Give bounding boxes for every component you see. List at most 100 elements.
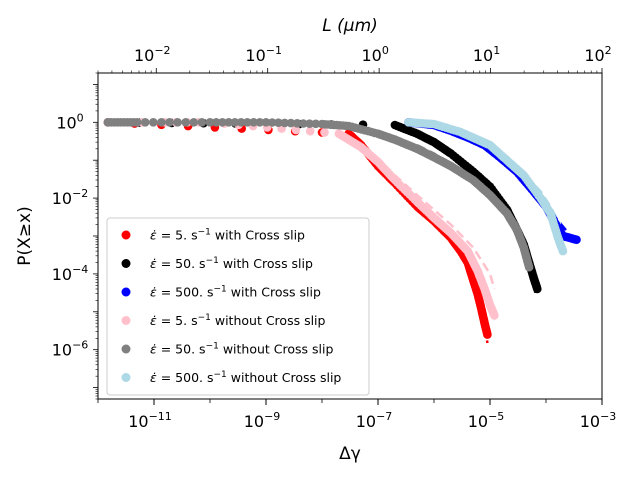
- y-tick-label-exp: −2: [72, 187, 88, 200]
- legend-marker: [121, 316, 131, 325]
- top-tick-label: 10−2: [134, 44, 171, 65]
- point-series-4: [149, 118, 158, 127]
- legend-symbol: ε̇: [150, 313, 157, 328]
- point-series-4: [189, 118, 199, 127]
- top-tick-label-exp: −1: [266, 44, 282, 57]
- point-series-4: [243, 118, 252, 127]
- x-tick-label: 10−9: [244, 410, 281, 431]
- top-tick-label: 10−1: [245, 44, 282, 65]
- point-series-3: [320, 128, 329, 137]
- y-tick-label-exp: −6: [72, 339, 88, 352]
- legend-rate: = 500. s: [157, 285, 214, 300]
- y-tick-label-base: 10: [52, 189, 72, 208]
- legend-label: ε̇ = 5. s−1 with Cross slip: [150, 228, 305, 243]
- legend-slip: without Cross slip: [227, 370, 342, 385]
- point-series-3: [291, 125, 301, 135]
- top-axis-title: L (μm): [322, 16, 378, 36]
- point-series-4: [230, 118, 240, 127]
- point-series-3: [305, 126, 315, 136]
- point-series-4: [311, 119, 321, 129]
- point-series-4: [261, 118, 271, 127]
- legend-symbol: ε̇: [150, 285, 157, 300]
- legend-marker: [121, 259, 131, 268]
- point-series-4: [236, 118, 246, 127]
- point-series-4: [218, 118, 227, 127]
- x-tick-label-exp: −9: [264, 410, 280, 423]
- point-series-4: [197, 118, 207, 127]
- top-tick-label-base: 10: [134, 46, 154, 65]
- legend-label: ε̇ = 5. s−1 without Cross slip: [150, 313, 326, 328]
- point-series-4: [299, 119, 308, 128]
- point-series-4: [165, 118, 174, 127]
- legend-label: ε̇ = 500. s−1 without Cross slip: [150, 370, 341, 385]
- x-tick-label: 10−11: [128, 410, 172, 431]
- point-series-4: [255, 118, 265, 127]
- legend-marker: [121, 373, 131, 382]
- top-tick-label-base: 10: [473, 46, 493, 65]
- legend-label: ε̇ = 50. s−1 without Cross slip: [150, 342, 333, 357]
- y-axis-title: P(X≥x): [15, 206, 35, 265]
- x-tick-label-base: 10: [244, 412, 264, 431]
- x-tick-label-base: 10: [128, 412, 148, 431]
- point-series-4: [267, 118, 277, 127]
- top-tick-label-base: 10: [245, 46, 265, 65]
- legend-slip: without Cross slip: [219, 342, 334, 357]
- legend-rate: = 50. s: [157, 256, 206, 271]
- x-tick-label: 10−5: [468, 410, 505, 431]
- y-tick-label-base: 10: [52, 341, 72, 360]
- point-series-4: [205, 118, 215, 127]
- legend-unit-exp: −1: [198, 228, 211, 238]
- legend-unit-exp: −1: [198, 313, 211, 323]
- x-tick-label-exp: −5: [488, 410, 504, 423]
- legend-symbol: ε̇: [150, 228, 157, 243]
- x-axis: 10−11 10−9 10−7 10−5 10−3: [97, 399, 616, 431]
- point-series-2: [572, 235, 581, 244]
- legend-box: [106, 217, 370, 396]
- legend-slip: with Cross slip: [219, 256, 313, 271]
- point-series-4: [249, 118, 258, 127]
- legend-label: ε̇ = 500. s−1 with Cross slip: [150, 285, 321, 300]
- y-tick-label: 10−2: [52, 187, 89, 208]
- legend-slip: with Cross slip: [227, 285, 321, 300]
- point-series-4: [305, 119, 314, 128]
- point-series-4: [140, 118, 150, 127]
- point-series-4: [211, 118, 221, 127]
- top-tick-label-exp: 1: [493, 44, 500, 57]
- point-series-4: [524, 262, 534, 272]
- x-tick-label-base: 10: [580, 412, 600, 431]
- x-axis-title: Δγ: [339, 444, 361, 464]
- top-tick-label-exp: 2: [605, 44, 612, 57]
- legend-unit-exp: −1: [214, 285, 227, 295]
- point-series-5: [558, 246, 568, 256]
- top-tick-label: 100: [361, 44, 388, 65]
- y-tick-label-exp: 0: [77, 111, 84, 124]
- x-tick-label: 10−7: [356, 410, 393, 431]
- x-tick-label-base: 10: [468, 412, 488, 431]
- legend-rate: = 500. s: [157, 370, 214, 385]
- point-series-3: [490, 311, 499, 320]
- y-tick-label-base: 10: [52, 265, 72, 284]
- point-series-4: [286, 118, 296, 128]
- x-tick-label-exp: −7: [376, 410, 392, 423]
- top-axis-title-unit: (μm): [337, 16, 378, 36]
- legend-rate: = 5. s: [157, 228, 198, 243]
- legend-rate: = 50. s: [157, 342, 206, 357]
- top-axis: 10−2 10−1 100 101 102: [97, 44, 612, 73]
- y-tick-label: 10−6: [52, 339, 89, 360]
- top-tick-label: 101: [473, 44, 500, 65]
- point-series-4: [132, 118, 142, 127]
- legend-unit-exp: −1: [206, 256, 219, 266]
- y-tick-label-base: 10: [56, 113, 76, 132]
- top-tick-label-exp: 0: [382, 44, 389, 57]
- legend-unit-exp: −1: [206, 342, 219, 352]
- legend-slip: without Cross slip: [211, 313, 326, 328]
- point-series-4: [292, 119, 302, 128]
- y-tick-label-exp: −4: [72, 263, 88, 276]
- point-series-0: [483, 330, 492, 339]
- point-series-4: [274, 118, 283, 127]
- legend-marker: [121, 230, 131, 240]
- point-series-4: [181, 118, 190, 127]
- point-series-1: [533, 284, 542, 294]
- point-series-4: [173, 118, 182, 127]
